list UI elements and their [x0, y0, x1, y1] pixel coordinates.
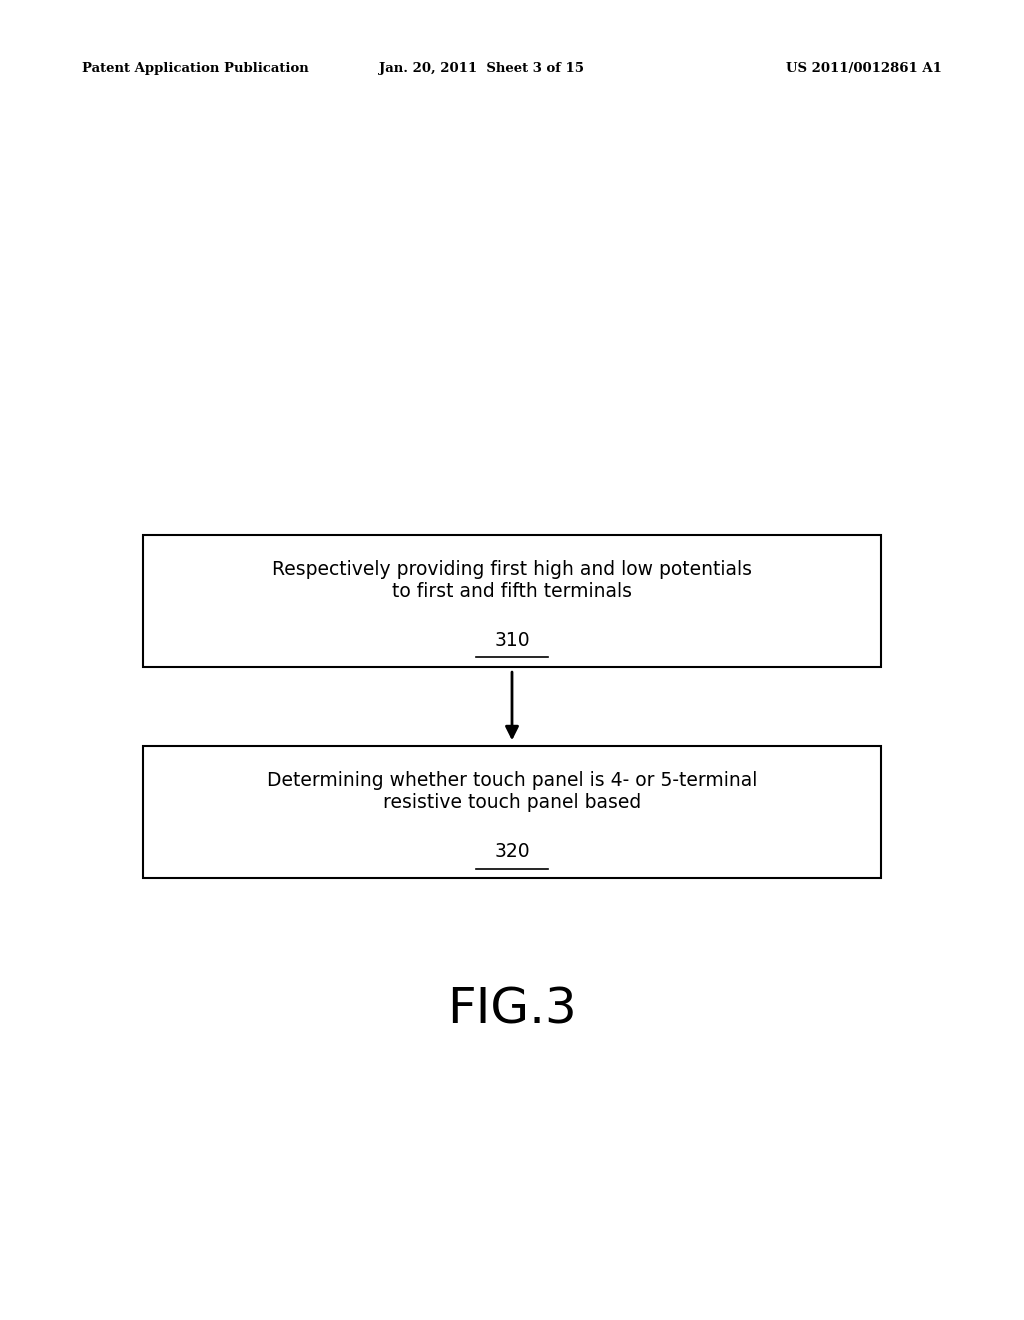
Text: Patent Application Publication: Patent Application Publication	[82, 62, 308, 75]
Text: Determining whether touch panel is 4- or 5-terminal
resistive touch panel based: Determining whether touch panel is 4- or…	[267, 771, 757, 813]
Text: US 2011/0012861 A1: US 2011/0012861 A1	[786, 62, 942, 75]
FancyBboxPatch shape	[143, 535, 881, 667]
Text: Respectively providing first high and low potentials
to first and fifth terminal: Respectively providing first high and lo…	[272, 560, 752, 602]
Text: FIG.3: FIG.3	[447, 986, 577, 1034]
FancyBboxPatch shape	[143, 746, 881, 878]
Text: Jan. 20, 2011  Sheet 3 of 15: Jan. 20, 2011 Sheet 3 of 15	[379, 62, 584, 75]
Text: 310: 310	[495, 631, 529, 649]
Text: 320: 320	[495, 842, 529, 861]
